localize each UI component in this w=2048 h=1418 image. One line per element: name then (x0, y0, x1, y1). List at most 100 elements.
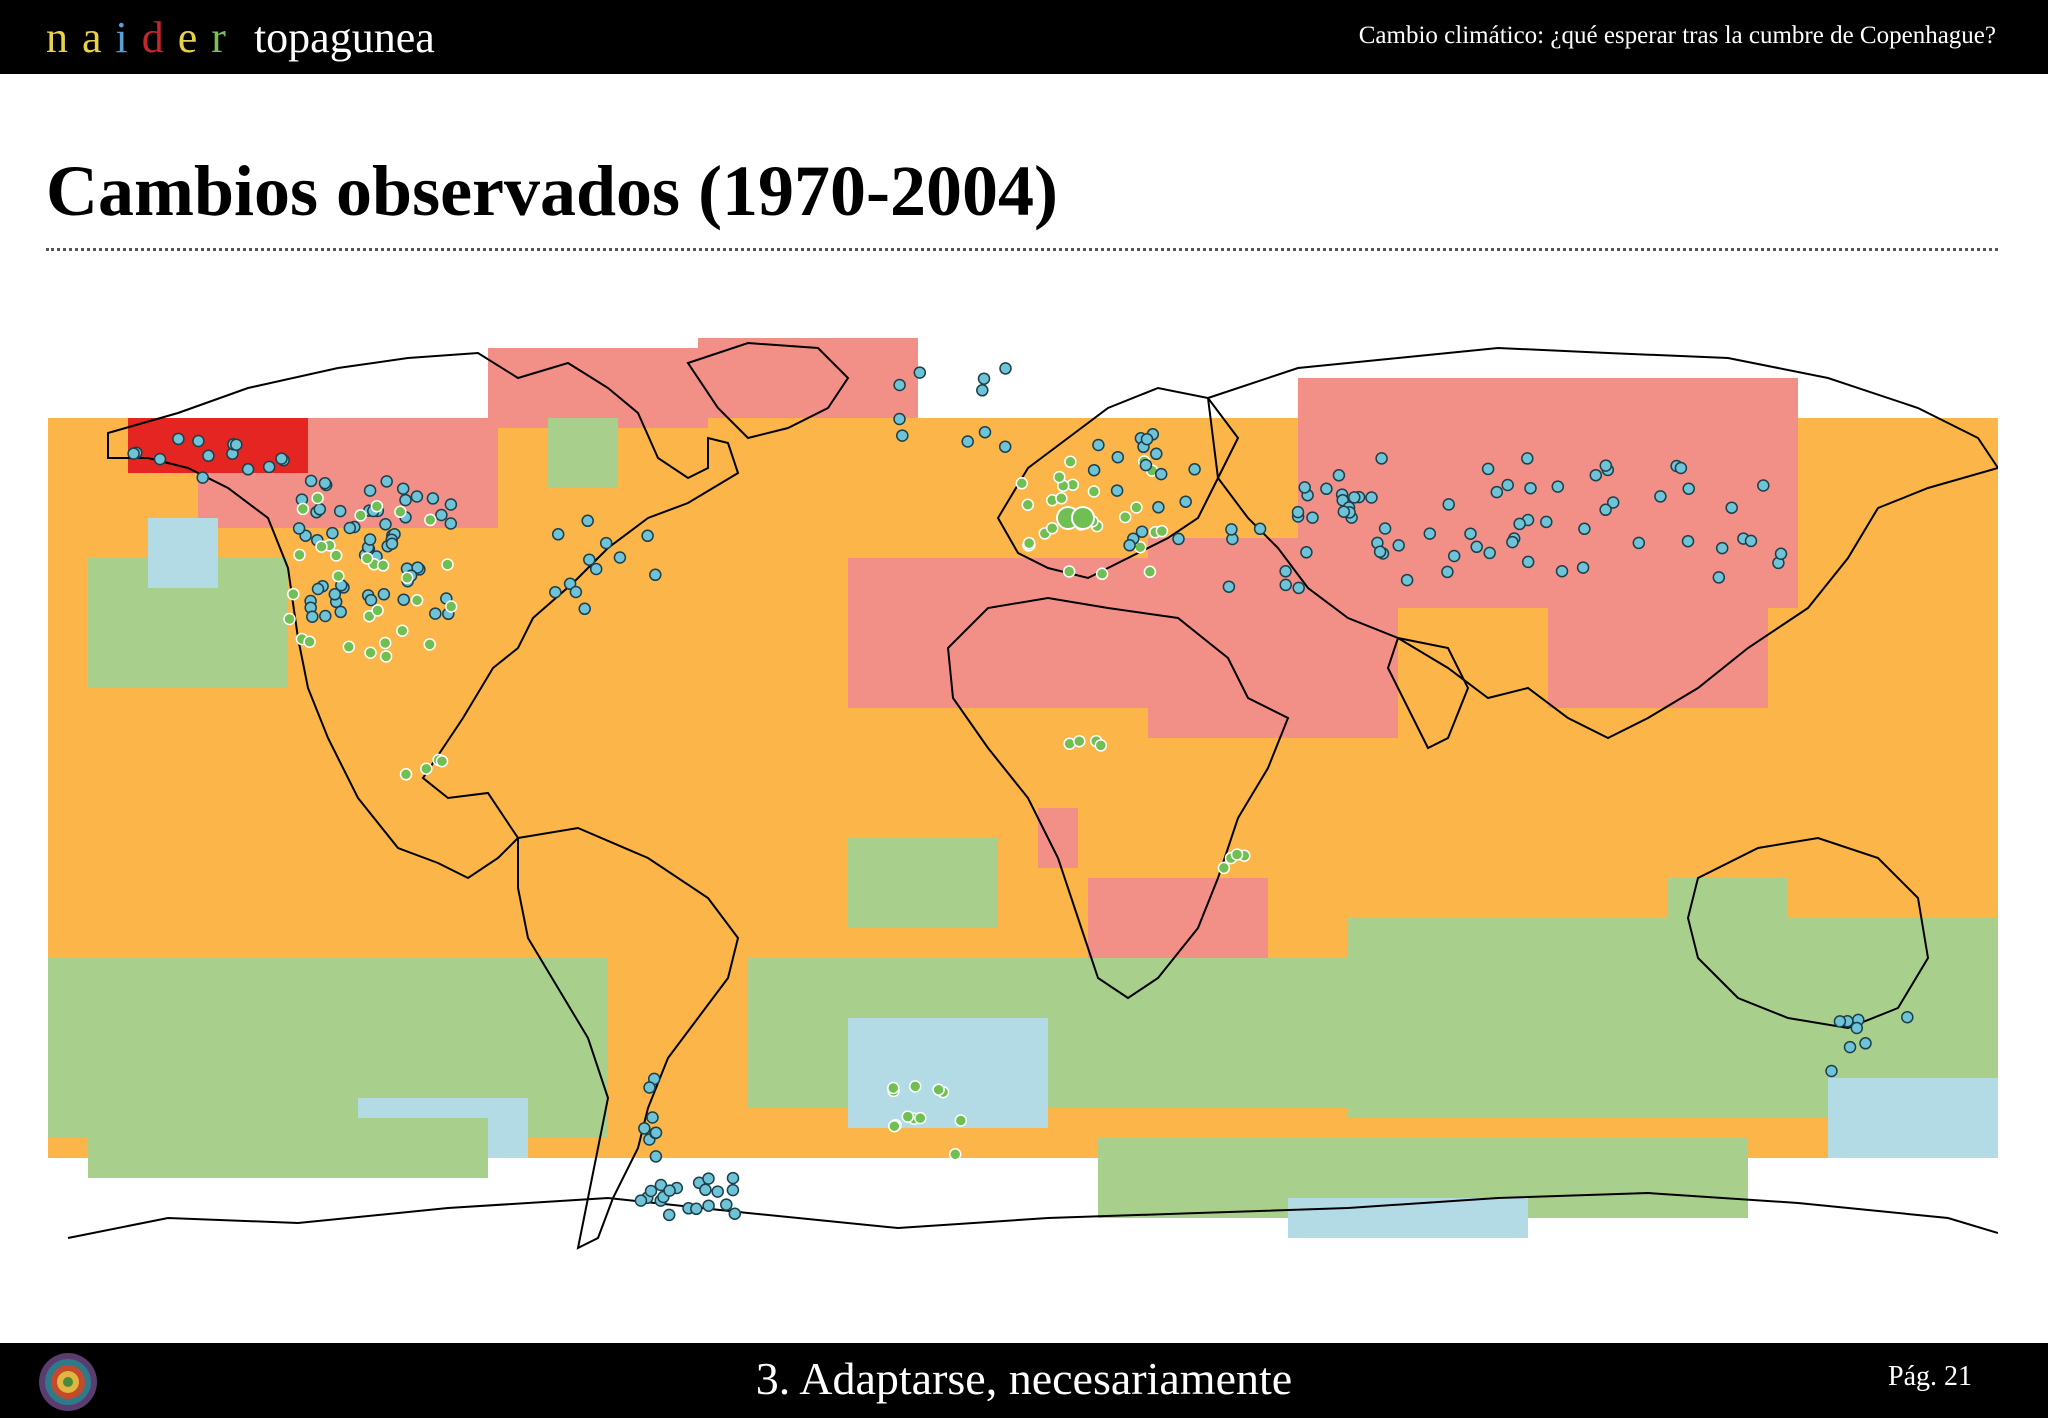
physical-observation-marker (1441, 565, 1454, 579)
physical-observation-marker (1744, 534, 1758, 548)
coast-asia (1206, 346, 1998, 740)
physical-observation-marker (1774, 547, 1788, 561)
biological-observation-marker (379, 650, 393, 663)
physical-observation-marker (363, 533, 377, 546)
biological-observation-marker (1053, 470, 1066, 484)
physical-observation-marker (1306, 511, 1319, 524)
biological-observation-marker (1130, 501, 1143, 514)
physical-observation-marker (1442, 498, 1455, 511)
physical-observation-marker (1375, 452, 1388, 465)
physical-observation-marker (1447, 549, 1461, 563)
biological-observation-marker (444, 600, 458, 613)
coast-australia (1686, 836, 1930, 1030)
physical-observation-marker (1715, 541, 1729, 555)
physical-observation-marker (644, 1184, 658, 1198)
physical-observation-marker (893, 378, 906, 392)
physical-observation-marker (961, 435, 974, 448)
physical-observation-marker (1111, 450, 1125, 464)
biological-observation-marker (394, 505, 407, 519)
physical-observation-marker (1521, 555, 1535, 569)
biological-observation-marker (1064, 455, 1077, 469)
physical-observation-marker (893, 412, 906, 426)
brand-letter: n (46, 12, 68, 62)
physical-observation-marker (613, 551, 627, 564)
biological-observation-marker (354, 509, 367, 522)
header-bar (0, 0, 2048, 74)
physical-observation-marker (1400, 573, 1414, 587)
region-sahara-west-warming (848, 558, 1148, 708)
physical-observation-marker (702, 1199, 715, 1212)
physical-observation-marker (726, 1183, 740, 1197)
biological-observation-marker (293, 548, 306, 562)
biological-observation-marker (287, 587, 300, 601)
physical-observation-marker (1279, 565, 1292, 578)
physical-observation-marker (578, 602, 591, 616)
biological-observation-marker (914, 1111, 927, 1125)
physical-observation-marker (1172, 532, 1185, 546)
footer-bar (0, 1343, 2048, 1418)
physical-observation-marker (1140, 432, 1154, 446)
physical-observation-marker (363, 484, 377, 497)
slide-title: Cambios observados (1970-2004) (46, 151, 1059, 231)
physical-observation-marker (196, 471, 209, 484)
biological-observation-marker (932, 1083, 945, 1096)
coast-india (1386, 636, 1470, 750)
physical-observation-marker (1152, 501, 1165, 514)
physical-observation-marker (1843, 1040, 1857, 1054)
physical-observation-marker (364, 593, 378, 607)
physical-observation-marker (292, 522, 306, 535)
large-biological-observation-marker (1071, 506, 1095, 530)
physical-observation-marker (649, 568, 662, 582)
physical-observation-marker (1682, 482, 1695, 495)
physical-observation-marker (426, 492, 440, 505)
physical-observation-marker (397, 593, 410, 606)
physical-observation-marker (1225, 523, 1238, 536)
biological-observation-marker (1021, 498, 1035, 512)
coast-antarctica (67, 1191, 1998, 1239)
biological-observation-marker (1230, 848, 1244, 861)
biological-observation-marker (948, 1148, 962, 1161)
biological-observation-marker (1155, 524, 1169, 538)
physical-observation-marker (1092, 438, 1105, 452)
physical-observation-marker (1300, 546, 1313, 559)
physical-observation-marker (634, 1194, 648, 1207)
physical-observation-marker (377, 588, 391, 601)
physical-observation-marker (1291, 505, 1305, 519)
biological-observation-marker (296, 502, 310, 516)
biological-observation-marker (1055, 492, 1068, 505)
physical-observation-marker (1464, 527, 1477, 540)
biological-observation-marker (954, 1114, 968, 1127)
physical-observation-marker (1110, 484, 1124, 497)
physical-observation-marker (999, 362, 1012, 375)
physical-observation-marker (1712, 571, 1726, 584)
physical-observation-marker (581, 514, 594, 528)
biological-observation-marker (1062, 565, 1076, 578)
physical-observation-marker (1179, 495, 1192, 508)
physical-observation-marker (1139, 458, 1153, 472)
physical-observation-marker (638, 1122, 651, 1135)
physical-observation-marker (1373, 545, 1387, 559)
physical-observation-marker (1521, 452, 1534, 465)
physical-observation-marker (977, 372, 991, 385)
map-coastlines (67, 341, 1998, 1250)
observation-markers (127, 362, 1914, 1222)
physical-observation-marker (1524, 481, 1537, 495)
physical-observation-marker (1501, 478, 1514, 492)
physical-observation-marker (662, 1208, 676, 1222)
biological-observation-marker (908, 1080, 922, 1093)
physical-observation-marker (1506, 535, 1519, 549)
physical-observation-marker (153, 452, 167, 466)
physical-observation-marker (896, 429, 909, 442)
physical-observation-marker (1292, 581, 1305, 595)
biological-observation-marker (315, 540, 328, 553)
biological-observation-marker (311, 491, 324, 505)
biological-observation-marker (329, 549, 343, 562)
physical-observation-marker (1423, 527, 1437, 540)
biological-observation-marker (1095, 567, 1109, 581)
physical-observation-marker (319, 609, 332, 623)
physical-observation-marker (726, 1171, 740, 1185)
physical-observation-marker (599, 536, 613, 550)
physical-observation-marker (379, 518, 392, 531)
